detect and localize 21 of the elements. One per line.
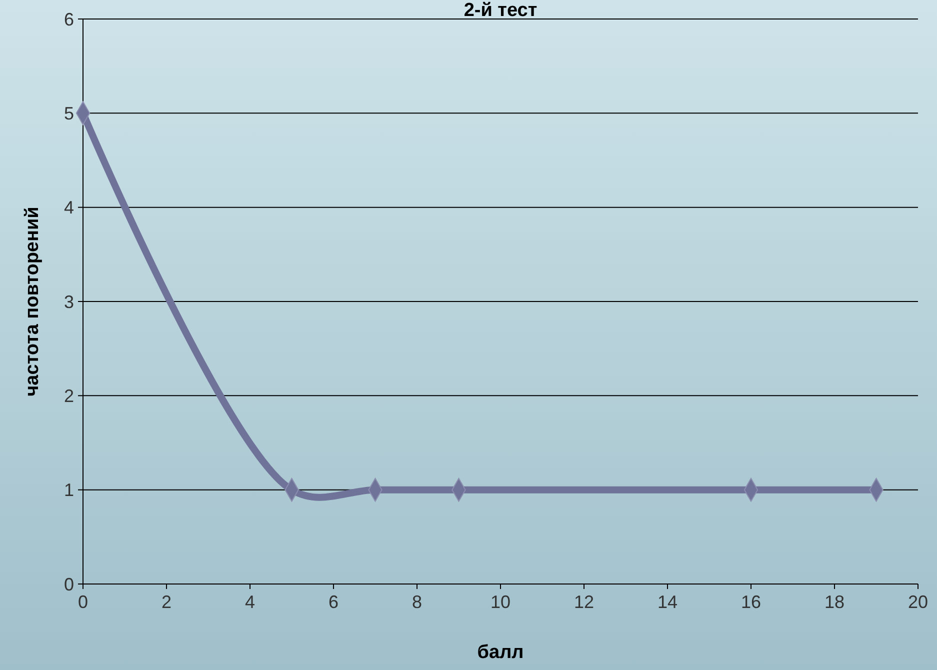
x-tick-label: 8: [412, 592, 422, 612]
y-tick-label: 2: [64, 386, 74, 406]
x-tick-label: 12: [574, 592, 594, 612]
x-tick-label: 4: [244, 592, 256, 612]
x-tick-label: 18: [824, 592, 845, 612]
y-tick-label: 1: [64, 480, 74, 500]
x-tick-label: 10: [490, 592, 511, 612]
x-tick-label: 0: [78, 592, 88, 612]
y-tick-label: 6: [64, 9, 74, 30]
x-axis-title: балл: [477, 642, 524, 663]
y-tick-label: 5: [64, 103, 74, 124]
y-tick-label: 0: [64, 574, 74, 594]
x-tick-label: 20: [908, 592, 928, 612]
x-tick-label: 2: [161, 592, 172, 612]
y-axis-title: частота повторений: [22, 206, 43, 396]
chart-title: 2-й тест: [464, 0, 538, 21]
x-tick-label: 6: [328, 592, 339, 612]
x-tick-label: 14: [657, 592, 678, 612]
y-tick-label: 3: [64, 292, 74, 312]
y-tick-label: 4: [64, 198, 74, 218]
x-tick-label: 16: [740, 592, 762, 612]
